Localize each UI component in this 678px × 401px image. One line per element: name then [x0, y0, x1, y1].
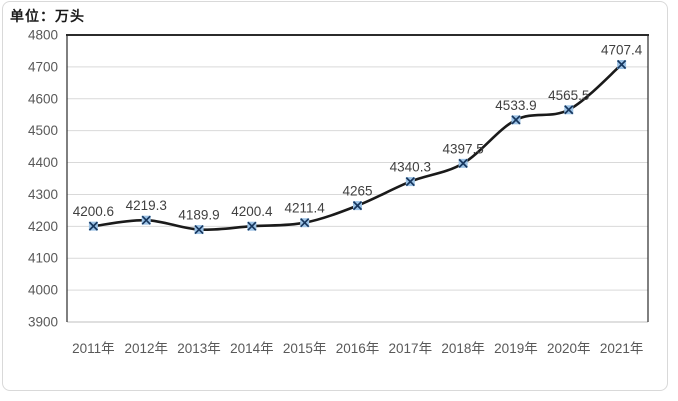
data-label: 4200.6	[73, 204, 114, 219]
marker-x-stroke	[405, 176, 415, 187]
marker-x-stroke	[564, 105, 574, 115]
x-tick-label: 2011年	[72, 341, 115, 356]
marker-x-stroke	[616, 59, 627, 70]
marker-x-stroke	[194, 224, 204, 235]
data-label: 4265	[342, 184, 372, 199]
x-tick-label: 2019年	[494, 341, 538, 356]
data-label: 4211.4	[285, 201, 326, 216]
y-tick-label: 4400	[28, 155, 58, 170]
y-tick-label: 4200	[28, 219, 58, 234]
y-tick-label: 4700	[28, 59, 58, 74]
marker-x-stroke	[352, 201, 363, 211]
data-label: 4397.5	[442, 141, 483, 156]
chart-frame	[2, 1, 668, 391]
data-label: 4533.9	[495, 98, 536, 113]
y-tick-label: 4500	[28, 123, 58, 138]
y-tick-label: 4000	[28, 283, 58, 298]
x-tick-label: 2015年	[283, 341, 327, 356]
y-tick-label: 4800	[28, 28, 58, 43]
marker-x-stroke	[247, 221, 257, 231]
marker-x-stroke	[88, 221, 99, 231]
x-tick-label: 2012年	[124, 341, 168, 356]
data-label: 4189.9	[178, 208, 219, 223]
marker-x-stroke	[458, 158, 468, 168]
marker-x-stroke	[300, 218, 310, 228]
x-tick-label: 2016年	[336, 341, 380, 356]
data-label: 4219.3	[126, 198, 167, 213]
marker-x-stroke	[511, 115, 521, 125]
data-label: 4565.5	[548, 88, 589, 103]
y-tick-label: 4300	[28, 187, 58, 202]
unit-label: 单位：万头	[10, 8, 85, 24]
x-tick-label: 2020年	[547, 341, 591, 356]
x-tick-label: 2014年	[230, 341, 274, 356]
data-label: 4707.4	[601, 43, 643, 58]
x-tick-label: 2013年	[177, 341, 221, 356]
x-tick-label: 2018年	[441, 341, 485, 356]
y-tick-label: 3900	[28, 315, 58, 330]
x-tick-label: 2017年	[389, 341, 433, 356]
data-label: 4200.4	[231, 204, 273, 219]
x-tick-label: 2021年	[600, 341, 644, 356]
marker-x-stroke	[141, 215, 151, 225]
y-tick-label: 4600	[28, 91, 58, 106]
data-label: 4340.3	[390, 160, 431, 175]
y-tick-label: 4100	[28, 251, 58, 266]
